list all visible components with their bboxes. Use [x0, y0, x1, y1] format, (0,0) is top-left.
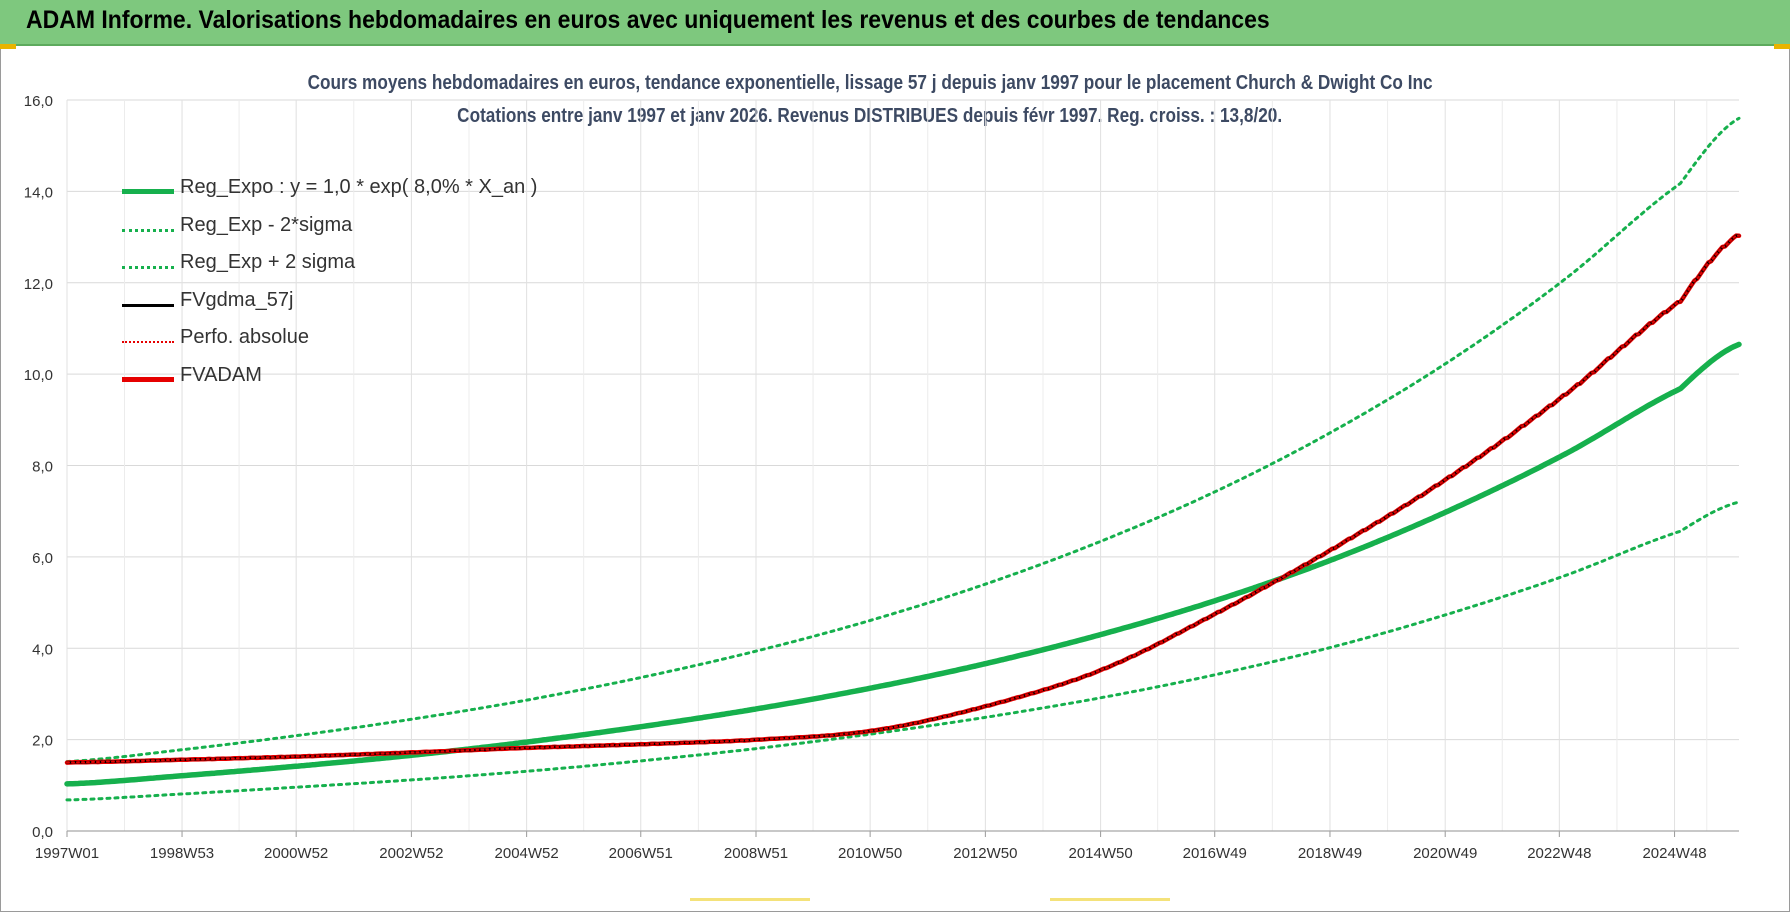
- chart-title-line1: Cours moyens hebdomadaires en euros, ten…: [120, 72, 1620, 95]
- series-lines: [64, 116, 1742, 802]
- chart-title-line1-text: Cours moyens hebdomadaires en euros, ten…: [307, 72, 1433, 94]
- y-tick-label: 8,0: [32, 459, 53, 476]
- axes: 0,0 2,0 4,0 6,0 8,0 10,0 12,0 14,0 16,0 1997W01 19…: [24, 93, 1739, 862]
- legend-label-perfo: Perfo. absolue: [180, 326, 309, 348]
- x-tick-label: 2002W52: [379, 845, 443, 862]
- x-tick-label: 2020W49: [1413, 845, 1477, 862]
- x-tick-label: 2012W50: [953, 845, 1017, 862]
- y-tick-label: 4,0: [32, 641, 53, 658]
- x-tick-label: 2016W49: [1183, 845, 1247, 862]
- legend-swatch-reg-exp-minus: [122, 228, 174, 232]
- x-tick-label: 2024W48: [1642, 845, 1706, 862]
- series-reg-exp-plus-2sigma-line: [65, 116, 1741, 764]
- legend-label-fvgdma: FVgdma_57j: [180, 288, 294, 311]
- y-tick-label: 6,0: [32, 550, 53, 567]
- y-tick-label: 16,0: [24, 93, 53, 110]
- series-perfo-absolue-line: [66, 234, 1740, 764]
- corner-mark-left: [0, 44, 16, 49]
- title-banner: ADAM Informe. Valorisations hebdomadaire…: [0, 0, 1790, 46]
- x-tick-label: 2004W52: [495, 845, 559, 862]
- legend-label-fvadam: FVADAM: [180, 363, 262, 386]
- legend-swatch-reg-exp-plus: [122, 266, 174, 269]
- series-reg-expo-line: [64, 341, 1742, 787]
- x-tick-label: 1997W01: [35, 845, 99, 862]
- report-title: ADAM Informe. Valorisations hebdomadaire…: [26, 6, 1270, 34]
- x-tick-label: 2022W48: [1527, 845, 1591, 862]
- legend-label-reg-exp-plus: Reg_Exp + 2 sigma: [180, 251, 356, 273]
- legend-label-reg-expo: Reg_Expo : y = 1,0 * exp( 8,0% * X_an ): [180, 176, 538, 198]
- y-tick-label: 14,0: [24, 184, 53, 201]
- x-tick-label: 2000W52: [264, 845, 328, 862]
- y-tick-label: 12,0: [24, 276, 53, 293]
- legend-swatch-reg-expo: [122, 189, 174, 194]
- x-tick-label: 2014W50: [1068, 845, 1132, 862]
- legend-swatch-fvgdma: [122, 303, 174, 307]
- y-tick-label: 0,0: [32, 824, 53, 841]
- y-tick-label: 10,0: [24, 367, 53, 384]
- legend-swatch-perfo: [122, 341, 174, 343]
- x-tick-label: 2008W51: [724, 845, 788, 862]
- x-tick-label: 1998W53: [150, 845, 214, 862]
- grid-lines: [66, 99, 1739, 832]
- legend-label-reg-exp-minus: Reg_Exp - 2*sigma: [180, 213, 353, 236]
- legend-swatch-fvadam: [122, 376, 174, 382]
- y-tick-label: 2,0: [32, 733, 53, 750]
- x-tick-label: 2010W50: [838, 845, 902, 862]
- x-tick-label: 2006W51: [609, 845, 673, 862]
- series-reg-exp-minus-2sigma-line: [65, 500, 1741, 802]
- corner-mark-right: [1774, 44, 1790, 49]
- bottom-accent-2: [1050, 898, 1170, 901]
- x-tick-label: 2018W49: [1298, 845, 1362, 862]
- bottom-accent-1: [690, 898, 810, 901]
